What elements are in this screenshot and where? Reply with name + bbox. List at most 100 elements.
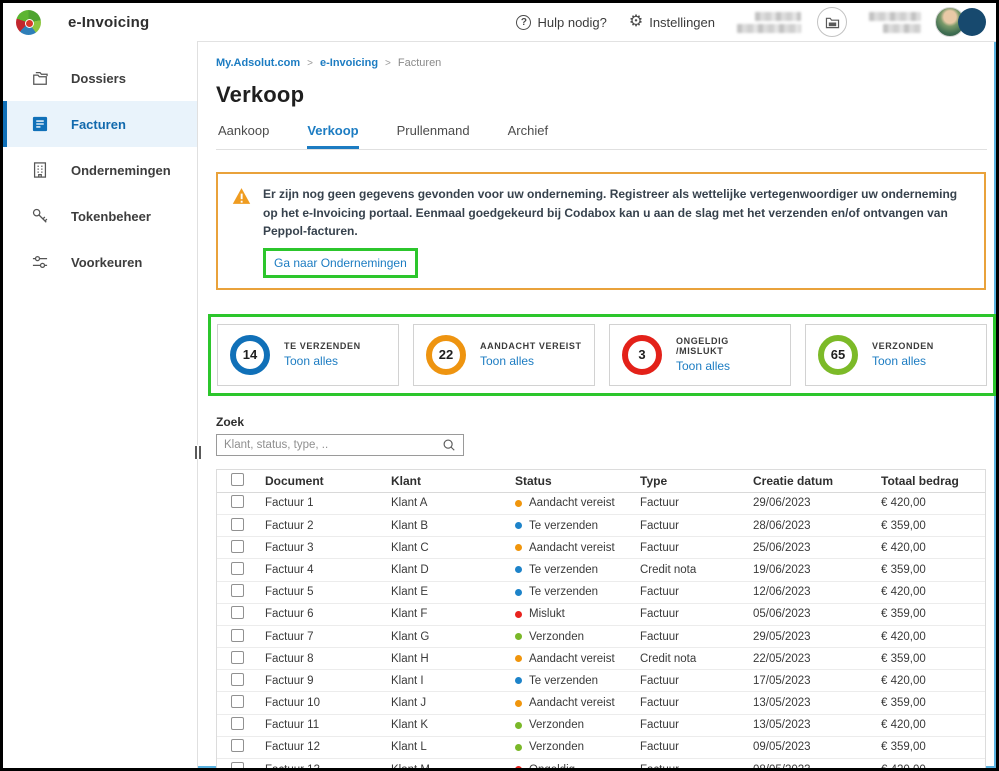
cell-date: 13/05/2023: [753, 719, 811, 732]
stat-show-all-link[interactable]: Toon alles: [872, 354, 927, 369]
column-header-document[interactable]: Document: [265, 473, 324, 488]
main-content: My.Adsolut.com > e-Invoicing > Facturen Verk…: [198, 41, 996, 768]
table-row[interactable]: Factuur 5 Klant E Te verzenden Factuur 1…: [217, 582, 985, 604]
status-dot-icon: [515, 743, 522, 751]
status-dot-icon: [515, 721, 522, 729]
cell-document: Factuur 11: [265, 719, 320, 732]
cell-status: Verzonden: [529, 741, 584, 754]
cell-type: Factuur: [640, 741, 679, 754]
stat-count-ring: 14: [230, 334, 270, 375]
secondary-avatar-badge[interactable]: [958, 8, 986, 36]
row-checkbox[interactable]: [231, 717, 244, 731]
table-row[interactable]: Factuur 3 Klant C Aandacht vereist Factu…: [217, 537, 985, 560]
search-input[interactable]: [224, 438, 442, 451]
cell-document: Factuur 7: [265, 630, 314, 643]
row-checkbox[interactable]: [231, 495, 244, 509]
go-to-ondernemingen-link[interactable]: Ga naar Ondernemingen: [274, 255, 407, 270]
cell-date: 12/06/2023: [753, 586, 811, 599]
table-row[interactable]: Factuur 2 Klant B Te verzenden Factuur 2…: [217, 515, 985, 538]
cell-document: Factuur 12: [265, 741, 320, 754]
select-all-checkbox[interactable]: [231, 472, 244, 486]
sidebar-item-voorkeuren[interactable]: Voorkeuren: [3, 239, 197, 285]
cell-type: Credit nota: [640, 563, 697, 576]
building-icon: [29, 159, 51, 181]
cell-klant: Klant D: [391, 563, 429, 576]
cell-status: Ongeldig: [529, 764, 575, 768]
cell-date: 29/05/2023: [753, 630, 811, 643]
status-dot-icon: [515, 677, 522, 685]
tab-prullenmand[interactable]: Prullenmand: [396, 123, 470, 138]
column-header-klant[interactable]: Klant: [391, 473, 421, 488]
search-box: [216, 433, 464, 456]
stat-show-all-link[interactable]: Toon alles: [676, 359, 731, 374]
stat-count-ring: 22: [426, 334, 466, 375]
cell-status: Te verzenden: [529, 586, 599, 599]
table-row[interactable]: Factuur 7 Klant G Verzonden Factuur 29/0…: [217, 626, 985, 649]
table-row[interactable]: Factuur 9 Klant I Te verzenden Factuur 1…: [217, 670, 985, 693]
stat-card: 14 TE VERZENDEN Toon alles: [217, 323, 399, 386]
banner-action-highlight: Ga naar Ondernemingen: [263, 247, 418, 278]
row-checkbox[interactable]: [231, 695, 244, 709]
panel-resize-handle[interactable]: [193, 445, 202, 459]
cell-date: 13/05/2023: [753, 697, 811, 710]
breadcrumb-link[interactable]: e-Invoicing: [319, 57, 379, 69]
breadcrumb-link[interactable]: My.Adsolut.com: [216, 57, 301, 69]
cell-klant: Klant B: [391, 519, 429, 532]
table-row[interactable]: Factuur 13 Klant M Ongeldig Factuur 08/0…: [217, 759, 985, 768]
search-icon[interactable]: [442, 438, 456, 452]
row-checkbox[interactable]: [231, 584, 244, 598]
cell-status: Aandacht vereist: [529, 697, 615, 710]
sidebar-item-facturen[interactable]: Facturen: [3, 101, 197, 147]
sidebar-item-ondernemingen[interactable]: Ondernemingen: [3, 147, 197, 193]
row-checkbox[interactable]: [231, 606, 244, 620]
cell-type: Factuur: [640, 697, 679, 710]
help-button[interactable]: ? Hulp nodig?: [516, 14, 607, 30]
stat-card: 65 VERZONDEN Toon alles: [805, 323, 987, 386]
cell-type: Factuur: [640, 497, 679, 510]
cell-amount: € 359,00: [881, 697, 926, 710]
table-row[interactable]: Factuur 1 Klant A Aandacht vereist Factu…: [217, 493, 985, 515]
settings-button[interactable]: ⚙ Instellingen: [629, 14, 715, 30]
sidebar-item-label: Facturen: [71, 116, 126, 132]
sidebar-item-tokenbeheer[interactable]: Tokenbeheer: [3, 193, 197, 239]
row-checkbox[interactable]: [231, 761, 244, 768]
column-header-totaal-bedrag[interactable]: Totaal bedrag: [881, 473, 959, 488]
status-dot-icon: [515, 610, 522, 618]
row-checkbox[interactable]: [231, 539, 244, 553]
column-header-status[interactable]: Status: [515, 473, 552, 488]
cell-document: Factuur 9: [265, 674, 314, 687]
cell-document: Factuur 8: [265, 652, 314, 665]
stat-show-all-link[interactable]: Toon alles: [284, 354, 339, 369]
table-row[interactable]: Factuur 4 Klant D Te verzenden Credit no…: [217, 559, 985, 582]
table-row[interactable]: Factuur 6 Klant F Mislukt Factuur 05/06/…: [217, 604, 985, 626]
table-row[interactable]: Factuur 10 Klant J Aandacht vereist Fact…: [217, 692, 985, 715]
sidebar-item-label: Tokenbeheer: [71, 208, 151, 224]
tab-archief[interactable]: Archief: [507, 123, 549, 138]
cell-type: Factuur: [640, 586, 679, 599]
row-checkbox[interactable]: [231, 739, 244, 753]
tab-verkoop[interactable]: Verkoop: [307, 123, 359, 149]
table-row[interactable]: Factuur 11 Klant K Verzonden Factuur 13/…: [217, 715, 985, 737]
column-header-type[interactable]: Type: [640, 473, 668, 488]
row-checkbox[interactable]: [231, 628, 244, 642]
stat-label: ONGELDIG /MISLUKT: [676, 336, 729, 357]
row-checkbox[interactable]: [231, 561, 244, 575]
status-dot-icon: [515, 633, 522, 640]
cell-klant: Klant I: [391, 674, 424, 687]
cell-type: Factuur: [640, 608, 679, 621]
table-row[interactable]: Factuur 12 Klant L Verzonden Factuur 09/…: [217, 737, 985, 760]
cell-status: Mislukt: [529, 608, 565, 621]
row-checkbox[interactable]: [231, 672, 244, 686]
table-row[interactable]: Factuur 8 Klant H Aandacht vereist Credi…: [217, 648, 985, 671]
row-checkbox[interactable]: [231, 517, 244, 531]
cell-status: Te verzenden: [529, 563, 599, 576]
stat-show-all-link[interactable]: Toon alles: [480, 354, 535, 369]
cell-date: 28/06/2023: [753, 519, 811, 532]
cell-status: Te verzenden: [529, 674, 599, 687]
sidebar-item-dossiers[interactable]: Dossiers: [3, 55, 197, 101]
row-checkbox[interactable]: [231, 650, 244, 664]
column-header-creatie-datum[interactable]: Creatie datum: [753, 473, 834, 488]
dossier-switch-button[interactable]: [817, 7, 847, 37]
tab-aankoop[interactable]: Aankoop: [218, 123, 270, 138]
